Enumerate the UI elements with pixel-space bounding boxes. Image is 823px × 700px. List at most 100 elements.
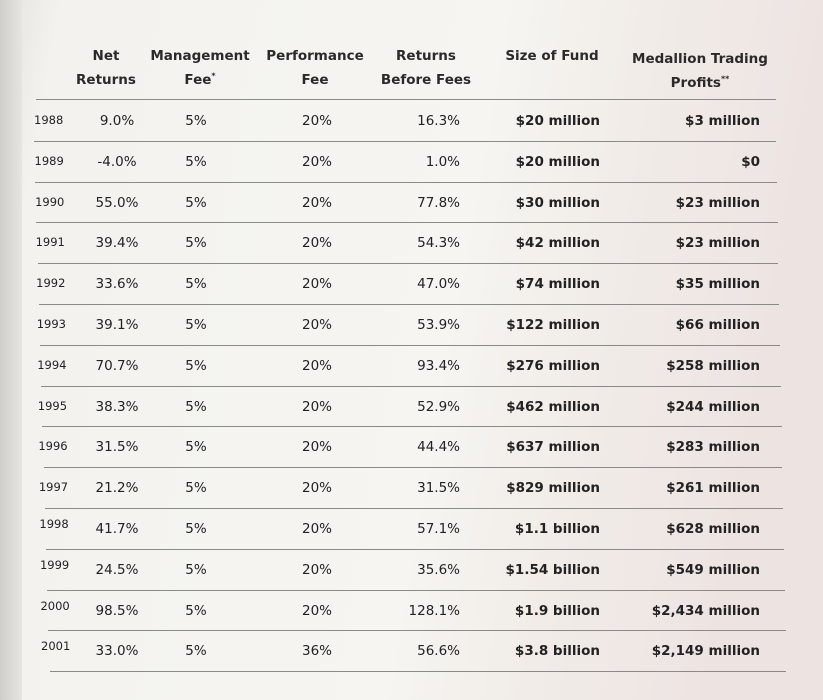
header-performance-fee-line2: Fee: [301, 72, 329, 88]
row-rule: [43, 467, 783, 469]
management-fee-cell: 5%: [185, 317, 207, 333]
medallion-profits-cell: $0: [741, 153, 760, 170]
size-of-fund-cell: $637 million: [506, 439, 600, 456]
performance-fee-cell: 20%: [301, 113, 332, 129]
year-cell: 1996: [38, 439, 68, 454]
performance-fee-cell: 20%: [301, 398, 332, 415]
returns-before-fees-cell: 128.1%: [408, 602, 460, 619]
medallion-profits-cell: $23 million: [675, 235, 760, 252]
performance-fee-cell: 20%: [301, 561, 332, 578]
header-medallion-profits: Medallion Trading Profits**: [628, 47, 772, 95]
size-of-fund-cell: $462 million: [506, 398, 600, 415]
header-net-returns: Net Returns: [68, 44, 144, 92]
row-rule: [40, 344, 780, 346]
returns-before-fees-cell: 35.6%: [417, 561, 460, 578]
row-rule: [35, 181, 777, 183]
year-cell: 1997: [38, 480, 69, 495]
size-of-fund-cell: $74 million: [515, 276, 600, 293]
row-rule: [36, 222, 778, 224]
medallion-profits-cell: $244 million: [666, 398, 760, 415]
header-size-of-fund-line1: Size of Fund: [505, 48, 599, 64]
row-rule: [47, 589, 785, 591]
performance-fee-cell: 20%: [301, 317, 332, 333]
medallion-profits-cell: $3 million: [685, 113, 760, 129]
table-row: 1988 9.0% 5% 20% 16.3% $20 million $3 mi…: [22, 100, 802, 140]
performance-fee-cell: 20%: [301, 357, 332, 374]
table-row: 1998 41.7% 5% 20% 57.1% $1.1 billion $62…: [22, 508, 802, 548]
size-of-fund-cell: $276 million: [506, 357, 600, 374]
header-management-fee: Management Fee*: [148, 44, 252, 92]
medallion-profits-cell: $261 million: [666, 480, 760, 497]
net-returns-cell: 41.7%: [95, 521, 139, 537]
management-fee-cell: 5%: [185, 194, 207, 211]
header-returns-before-fees-line1: Returns: [396, 48, 456, 64]
performance-fee-cell: 36%: [301, 643, 332, 660]
size-of-fund-cell: $1.9 billion: [514, 602, 600, 619]
header-management-fee-line2: Fee*: [148, 68, 252, 92]
table-row: 1992 33.6% 5% 20% 47.0% $74 million $35 …: [22, 263, 802, 303]
year-cell: 1993: [36, 317, 66, 331]
management-fee-cell: 5%: [185, 276, 207, 293]
net-returns-cell: 9.0%: [99, 113, 135, 129]
row-rule: [42, 426, 782, 428]
medallion-profits-cell: $2,434 million: [651, 602, 760, 619]
year-cell: 1990: [35, 194, 65, 209]
year-cell: 1988: [34, 113, 64, 127]
header-management-fee-line1: Management: [150, 48, 250, 64]
management-fee-cell: 5%: [185, 521, 207, 537]
returns-before-fees-cell: 77.8%: [417, 194, 460, 211]
year-cell: 1994: [37, 357, 67, 372]
row-rule: [34, 140, 776, 142]
returns-before-fees-cell: 47.0%: [417, 276, 460, 293]
size-of-fund-cell: $829 million: [506, 480, 600, 497]
net-returns-cell: 31.5%: [95, 439, 139, 456]
year-cell: 1989: [34, 153, 64, 168]
header-net-returns-line1: Net: [92, 48, 120, 64]
performance-fee-cell: 20%: [301, 480, 332, 497]
table-row: 1999 24.5% 5% 20% 35.6% $1.54 billion $5…: [22, 549, 802, 589]
net-returns-cell: 98.5%: [95, 602, 139, 619]
net-returns-cell: 55.0%: [95, 194, 139, 211]
net-returns-cell: 38.3%: [95, 398, 139, 415]
medallion-profits-cell: $628 million: [666, 521, 760, 537]
table-row: 2001 33.0% 5% 36% 56.6% $3.8 billion $2,…: [22, 630, 802, 670]
performance-fee-cell: 20%: [301, 521, 332, 537]
management-fee-cell: 5%: [185, 235, 207, 252]
row-rule: [41, 385, 781, 387]
management-fee-cell: 5%: [185, 480, 207, 497]
header-net-returns-line2: Returns: [76, 72, 136, 88]
size-of-fund-cell: $30 million: [515, 194, 600, 211]
year-cell: 1992: [36, 276, 66, 291]
header-medallion-profits-line1: Medallion Trading: [632, 51, 768, 67]
page-binding-shadow: [0, 0, 22, 700]
management-fee-cell: 5%: [185, 153, 207, 170]
management-fee-cell: 5%: [185, 398, 207, 415]
table-row: 1991 39.4% 5% 20% 54.3% $42 million $23 …: [22, 222, 802, 262]
row-rule: [38, 304, 780, 305]
row-rule: [48, 630, 786, 632]
returns-before-fees-cell: 52.9%: [417, 398, 460, 415]
header-rule: [36, 99, 776, 100]
net-returns-cell: 33.0%: [95, 643, 139, 660]
performance-fee-cell: 20%: [301, 235, 332, 252]
header-returns-before-fees-line2: Before Fees: [380, 72, 472, 88]
management-fee-cell: 5%: [185, 602, 207, 619]
year-cell: 2001: [41, 639, 71, 654]
table-row: 1996 31.5% 5% 20% 44.4% $637 million $28…: [22, 426, 802, 466]
performance-fee-cell: 20%: [301, 276, 332, 293]
table-row: 1990 55.0% 5% 20% 77.8% $30 million $23 …: [22, 182, 802, 222]
header-medallion-profits-line2: Profits**: [628, 71, 772, 95]
management-fee-cell: 5%: [185, 439, 207, 456]
net-returns-cell: 70.7%: [95, 357, 139, 374]
row-rule: [46, 548, 784, 550]
header-medallion-profits-text: Profits: [670, 75, 721, 91]
row-rule: [37, 263, 779, 265]
size-of-fund-cell: $122 million: [506, 317, 600, 333]
net-returns-cell: 33.6%: [95, 276, 139, 293]
medallion-profits-cell: $2,149 million: [651, 643, 760, 660]
returns-before-fees-cell: 53.9%: [417, 317, 460, 333]
header-performance-fee-line1: Performance: [266, 48, 364, 64]
management-fee-cell: 5%: [185, 643, 207, 660]
medallion-profits-cell: $66 million: [675, 317, 760, 333]
